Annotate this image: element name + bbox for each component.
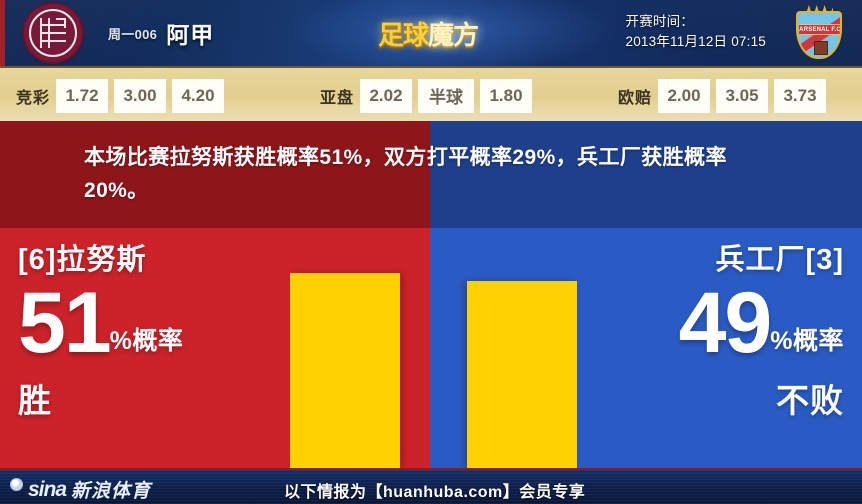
match-header: 周一006 阿甲 足球 魔方 开赛时间： 2013年11月12日 07:15 AR… (0, 0, 862, 66)
odds-cell-home[interactable]: 2.00 (658, 78, 711, 113)
odds-cell-draw[interactable]: 3.05 (716, 78, 769, 113)
footer-bar: sina 新浪体育 以下情报为【huanhuba.com】会员专享 (0, 468, 862, 504)
home-probability-value: 51 (18, 275, 112, 371)
summary-band: 本场比赛拉努斯获胜概率51%，双方打平概率29%，兵工厂获胜概率20%。 (0, 121, 862, 228)
odds-group-label: 竞彩 (16, 89, 51, 107)
kickoff-label: 开赛时间： (625, 14, 694, 29)
probability-summary-text: 本场比赛拉努斯获胜概率51%，双方打平概率29%，兵工厂获胜概率20%。 (84, 146, 727, 202)
away-probability-suffix: %概率 (770, 327, 844, 355)
away-stats-block: 兵工厂[3] 49 %概率 不败 (564, 228, 844, 468)
brand-logo-tail: 魔方 (428, 19, 479, 50)
summary-band-home-half (0, 121, 430, 228)
kickoff-value: 2013年11月12日 07:15 (625, 34, 766, 49)
odds-cell-handicap[interactable]: 半球 (418, 78, 475, 113)
odds-cell-home[interactable]: 2.02 (360, 78, 413, 113)
home-team-crest-icon (24, 4, 82, 62)
sina-sports-logo: sina 新浪体育 (10, 476, 151, 503)
away-probability-value: 49 (678, 275, 773, 371)
brand-logo-head: 足球 (377, 19, 429, 50)
kickoff-time: 开赛时间： 2013年11月12日 07:15 (626, 12, 767, 52)
odds-group-jingcai: 竞彩 1.72 3.00 4.20 (16, 68, 225, 123)
home-probability-bar (290, 273, 400, 468)
away-crest-text: ARSENAL F.C. (799, 24, 840, 35)
member-notice-text: 以下情报为【huanhuba.com】会员专享 (284, 484, 586, 501)
sina-logo-cn: 新浪体育 (71, 481, 152, 502)
odds-cell-away[interactable]: 1.80 (480, 78, 533, 113)
match-round-label: 周一006 (108, 26, 158, 42)
odds-bar: 竞彩 1.72 3.00 4.20 亚盘 2.02 半球 1.80 欧赔 2.0… (0, 66, 862, 121)
odds-cell-draw[interactable]: 3.00 (114, 78, 167, 113)
sina-eye-icon (10, 478, 23, 491)
home-team-name: [6]拉努斯 (18, 244, 147, 276)
odds-cell-away[interactable]: 4.20 (172, 78, 225, 113)
odds-group-european: 欧赔 2.00 3.05 3.73 (618, 68, 827, 123)
home-outcome-label: 胜 (18, 382, 52, 419)
odds-cell-home[interactable]: 1.72 (56, 78, 109, 113)
odds-cell-away[interactable]: 3.73 (774, 78, 827, 113)
away-probability-bar (467, 281, 577, 468)
summary-band-away-half (430, 121, 862, 228)
odds-group-label: 亚盘 (320, 89, 355, 107)
away-outcome-label: 不败 (776, 382, 844, 419)
probability-chart-panel: [6]拉努斯 51 %概率 胜 兵工厂[3] 49 %概率 不败 (0, 228, 862, 468)
away-team-name: 兵工厂[3] (715, 244, 844, 276)
sina-logo-word: sina (28, 477, 67, 501)
home-stats-block: [6]拉努斯 51 %概率 胜 (18, 228, 298, 468)
header-left-accent (0, 0, 5, 66)
away-team-crest-icon: ARSENAL F.C. (792, 5, 846, 61)
league-info: 周一006 阿甲 (108, 0, 214, 66)
brand-logo: 足球 魔方 (364, 14, 492, 52)
league-name: 阿甲 (166, 22, 215, 48)
odds-group-asian-handicap: 亚盘 2.02 半球 1.80 (320, 68, 533, 123)
odds-group-label: 欧赔 (618, 89, 653, 107)
home-probability-suffix: %概率 (109, 327, 184, 355)
